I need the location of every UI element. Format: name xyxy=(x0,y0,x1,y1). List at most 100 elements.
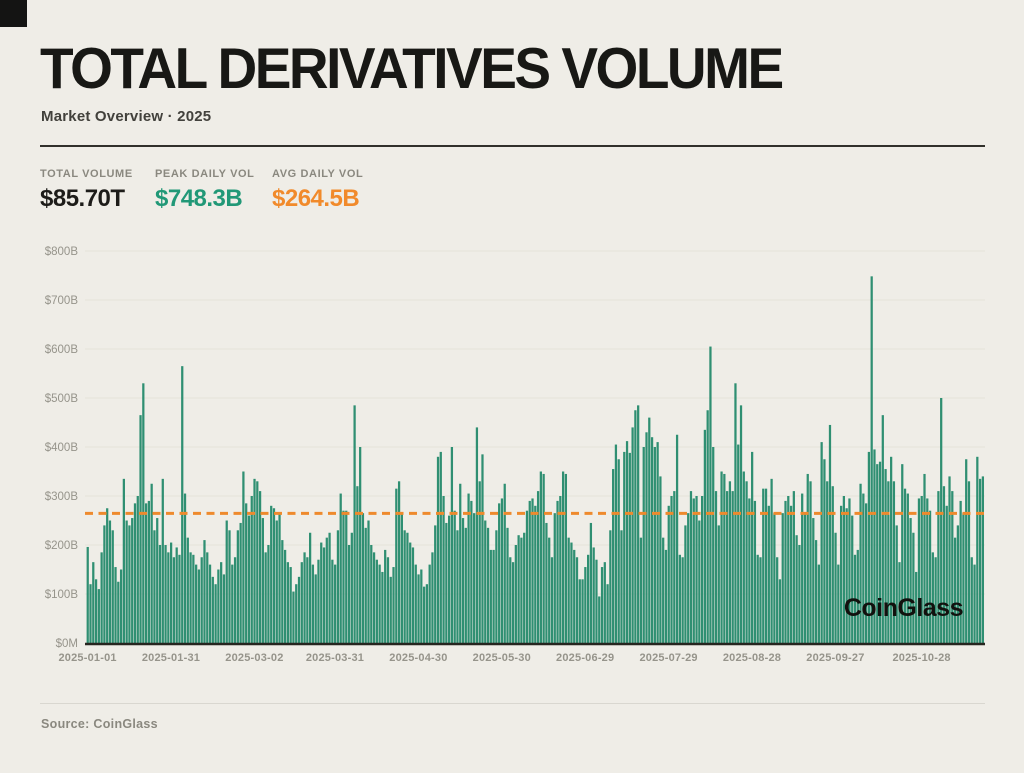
x-tick-label: 2025-10-28 xyxy=(892,652,950,664)
volume-bar xyxy=(150,483,153,643)
volume-bar xyxy=(325,537,328,643)
volume-bar xyxy=(236,530,239,643)
volume-bar xyxy=(111,530,114,643)
volume-bar xyxy=(178,554,181,643)
volume-bar xyxy=(662,537,665,643)
volume-bar xyxy=(136,496,139,643)
volume-bar xyxy=(656,442,659,643)
volume-bar xyxy=(195,564,198,643)
volume-bar xyxy=(156,518,159,643)
volume-bar xyxy=(439,451,442,643)
volume-bar xyxy=(86,546,89,643)
volume-bar xyxy=(801,493,804,643)
volume-bar xyxy=(726,491,729,643)
volume-bar xyxy=(589,522,593,643)
volume-bar xyxy=(131,518,134,643)
volume-bar xyxy=(498,503,501,643)
volume-bar xyxy=(628,452,631,643)
volume-bar xyxy=(917,498,921,643)
x-tick-label: 2025-04-30 xyxy=(389,652,447,664)
volume-bar xyxy=(542,473,545,643)
volume-bar xyxy=(714,491,718,643)
volume-bar xyxy=(372,552,376,643)
volume-bar xyxy=(539,471,542,643)
volume-bar xyxy=(862,493,865,643)
volume-bar xyxy=(920,496,923,643)
volume-bar xyxy=(534,505,537,643)
volume-bar xyxy=(409,542,412,643)
volume-bar xyxy=(942,486,946,643)
volume-bar xyxy=(328,532,331,643)
volume-bar xyxy=(706,410,709,643)
volume-bar xyxy=(728,481,732,643)
volume-bar xyxy=(286,562,290,643)
volume-bar xyxy=(381,571,384,643)
volume-bar xyxy=(940,398,943,643)
volume-bar xyxy=(903,488,907,643)
volume-bar xyxy=(828,424,832,643)
volume-bar xyxy=(295,584,298,643)
volume-bar xyxy=(637,405,640,643)
volume-bar xyxy=(748,498,751,643)
volume-bar xyxy=(384,549,387,643)
volume-bar xyxy=(414,564,417,643)
volume-bar xyxy=(678,554,681,643)
volume-bar xyxy=(634,410,637,643)
volume-bar xyxy=(125,520,128,643)
volume-bar xyxy=(898,562,901,643)
volume-bar xyxy=(928,510,932,643)
volume-bar xyxy=(570,542,573,643)
volume-bar xyxy=(731,491,734,643)
y-tick-label: $700B xyxy=(45,295,79,307)
volume-bar xyxy=(962,513,965,643)
x-tick-label: 2025-01-01 xyxy=(58,652,116,664)
volume-bar xyxy=(948,476,951,643)
volume-bar xyxy=(659,476,662,643)
volume-bar xyxy=(170,542,173,643)
volume-bar xyxy=(820,442,823,643)
volume-bar xyxy=(809,481,812,643)
volume-bar xyxy=(698,520,701,643)
volume-bar xyxy=(945,505,948,643)
volume-bar xyxy=(623,451,626,643)
y-tick-label: $800B xyxy=(45,246,79,258)
volume-bar xyxy=(400,513,403,643)
volume-bar xyxy=(826,481,829,643)
volume-bar xyxy=(517,535,520,643)
volume-bar xyxy=(506,527,509,643)
y-tick-label: $200B xyxy=(45,540,79,552)
x-tick-label: 2025-03-31 xyxy=(306,652,364,664)
volume-bar xyxy=(745,481,748,643)
volume-bar xyxy=(478,481,481,643)
volume-bar xyxy=(525,510,529,643)
volume-bar xyxy=(147,500,151,643)
corner-mark xyxy=(0,0,27,27)
volume-bar xyxy=(473,513,476,643)
volume-bar xyxy=(303,552,306,643)
volume-bar xyxy=(222,574,226,643)
volume-bar xyxy=(164,545,167,643)
volume-bar xyxy=(951,491,954,643)
volume-bar xyxy=(553,513,556,643)
volume-bar xyxy=(561,471,565,643)
volume-bar xyxy=(842,496,846,643)
y-tick-label: $0M xyxy=(56,638,78,650)
volume-bar xyxy=(353,405,356,643)
volume-bar xyxy=(723,473,726,643)
volume-bar xyxy=(350,532,353,643)
volume-bar xyxy=(434,525,437,643)
volume-bar xyxy=(139,415,142,643)
volume-bar xyxy=(250,496,253,643)
volume-bar xyxy=(367,520,370,643)
volume-bar xyxy=(689,491,693,643)
volume-bar xyxy=(536,491,540,643)
volume-bar xyxy=(500,498,504,643)
volume-bar xyxy=(272,508,276,643)
volume-bar xyxy=(639,537,643,643)
volume-bar xyxy=(309,532,312,643)
volume-bar xyxy=(450,447,454,643)
stat-value: $264.5B xyxy=(272,185,360,212)
stats-row: TOTAL VOLUME $85.70T PEAK DAILY VOL $748… xyxy=(40,168,363,213)
volume-bar xyxy=(650,437,654,643)
volume-bar xyxy=(856,549,859,643)
